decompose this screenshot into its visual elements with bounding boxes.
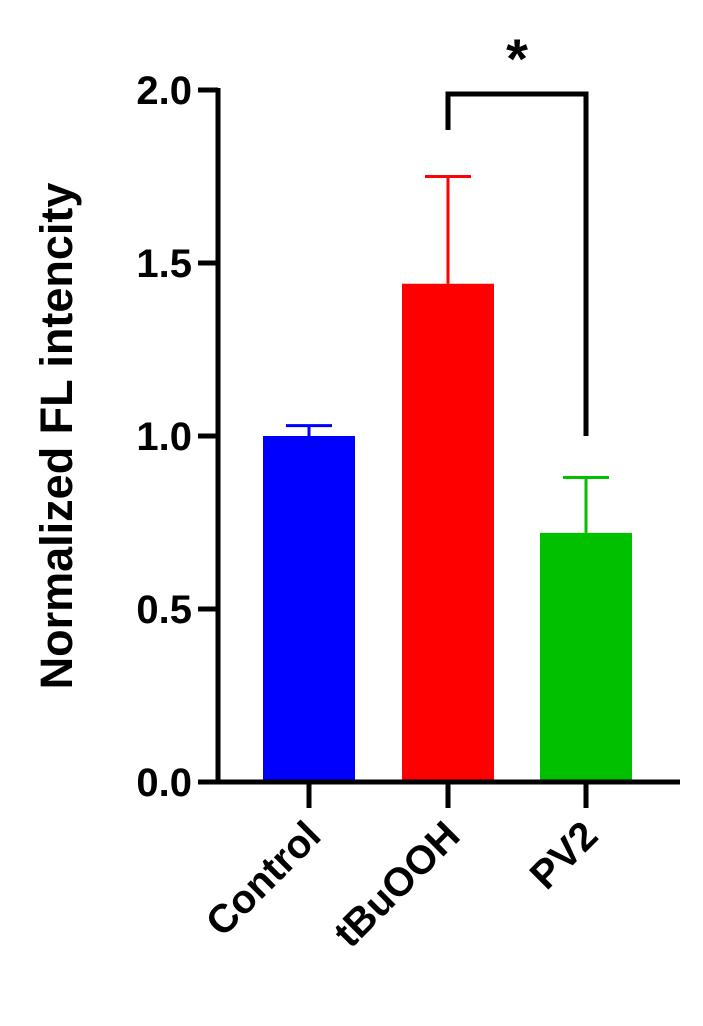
y-tick-label: 0.5 [136, 588, 192, 632]
bar [263, 436, 355, 782]
bar [540, 532, 632, 782]
x-tick-label: Control [198, 813, 330, 945]
y-tick-label: 1.5 [136, 242, 192, 286]
significance-label: * [506, 27, 528, 90]
y-tick-label: 1.0 [136, 415, 192, 459]
x-tick-label: tBuOOH [326, 813, 469, 956]
y-tick-label: 0.0 [136, 761, 192, 805]
y-axis-label: Normalized FL intencity [31, 183, 82, 690]
significance-bracket [445, 91, 589, 436]
bar [402, 283, 494, 782]
y-tick-label: 2.0 [136, 69, 192, 113]
x-tick-label: PV2 [522, 813, 607, 898]
